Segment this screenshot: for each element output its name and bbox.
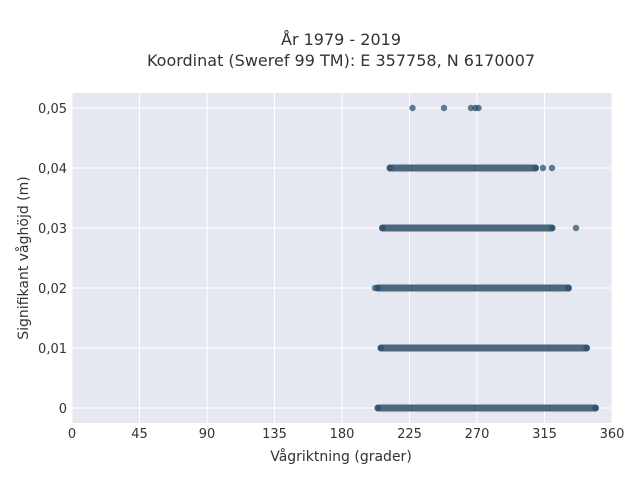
data-point: [467, 104, 475, 112]
y-axis-label: Signifikant våghöjd (m): [15, 176, 32, 339]
chart-subtitle: Koordinat (Sweref 99 TM): E 357758, N 61…: [147, 51, 535, 70]
y-axis-ticks: 0 0,01 0,02 0,03 0,04 0,05: [38, 102, 67, 417]
data-point: [475, 104, 482, 112]
data-point: [572, 224, 580, 232]
data-point: [440, 104, 448, 112]
x-axis-label: Vågriktning (grader): [270, 448, 412, 465]
band-end-point: [548, 224, 556, 232]
y-tick-label: 0,04: [38, 162, 67, 177]
data-point: [409, 104, 416, 112]
x-tick-label: 45: [131, 427, 148, 442]
band-start-point: [377, 344, 385, 352]
band-start-point: [379, 224, 386, 232]
data-point: [371, 284, 379, 292]
chart-title: År 1979 - 2019: [281, 30, 401, 49]
y-tick-label: 0,03: [38, 222, 67, 237]
x-tick-label: 0: [68, 427, 76, 442]
y-tick-label: 0,05: [38, 102, 67, 117]
y-tick-label: 0,02: [38, 282, 67, 297]
band-start-point: [386, 164, 394, 172]
y-tick-label: 0,01: [38, 342, 67, 357]
data-point: [548, 164, 556, 172]
x-tick-label: 180: [330, 427, 355, 442]
x-tick-label: 225: [397, 427, 422, 442]
x-tick-label: 270: [465, 427, 490, 442]
y-tick-label: 0: [59, 402, 67, 417]
band-start-point: [374, 404, 382, 412]
band-end-point: [565, 284, 572, 292]
band-series: [374, 164, 599, 412]
x-tick-label: 135: [262, 427, 287, 442]
x-tick-label: 360: [600, 427, 625, 442]
x-tick-label: 90: [199, 427, 216, 442]
x-axis-ticks: 0 45 90 135 180 225 270 315 360: [68, 427, 625, 442]
band-end-point: [592, 404, 599, 412]
scatter-points: [371, 104, 580, 292]
band-end-point: [532, 164, 539, 172]
x-tick-label: 315: [532, 427, 557, 442]
band-end-point: [583, 344, 590, 352]
data-point: [539, 164, 547, 172]
